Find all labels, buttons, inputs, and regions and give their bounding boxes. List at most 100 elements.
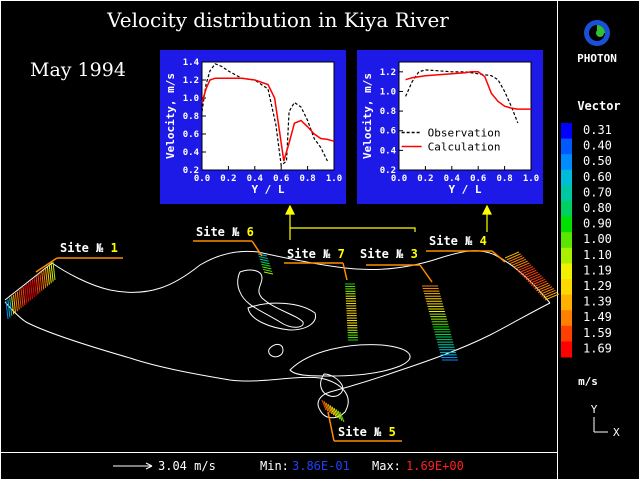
velocity-vector: [52, 261, 56, 281]
site-number: 3: [411, 247, 418, 261]
velocity-vector: [258, 256, 268, 260]
velocity-vector: [520, 267, 535, 275]
velocity-vector: [513, 260, 528, 268]
velocity-vector: [24, 285, 28, 304]
island-4: [289, 344, 411, 377]
x-tick-label: 0.0: [194, 174, 210, 184]
velocity-vector: [337, 410, 343, 421]
velocity-vectors: [5, 251, 560, 423]
legend-label: 0.70: [583, 185, 612, 199]
x-axis-label: Y / L: [251, 183, 284, 196]
x-tick-label: 0.2: [417, 174, 433, 184]
legend-swatch: [561, 279, 572, 296]
velocity-vector: [33, 277, 37, 296]
svg-text:Site № 3: Site № 3: [360, 247, 418, 261]
velocity-vector: [46, 266, 50, 285]
y-tick-label: 0.6: [380, 127, 396, 137]
x-tick-label: 0.4: [444, 174, 461, 184]
legend-swatch: [561, 123, 572, 140]
velocity-vector: [263, 271, 274, 275]
velocity-vector: [41, 271, 45, 290]
site-label-6: Site № 6: [193, 225, 263, 257]
velocity-vector: [35, 275, 39, 295]
y-tick-label: 0.8: [183, 112, 199, 122]
velocity-vector: [50, 263, 54, 282]
velocity-vector: [537, 286, 553, 294]
legend-swatch: [561, 201, 572, 218]
x-axis-label: Y / L: [448, 183, 481, 196]
y-tick-label: 0.2: [380, 166, 396, 176]
legend-swatch: [561, 294, 572, 311]
y-tick-label: 0.8: [380, 107, 396, 117]
legend-entry: Observation: [428, 126, 501, 139]
y-tick-label: 1.0: [380, 87, 396, 97]
velocity-vector: [510, 257, 525, 264]
velocity-vector: [335, 409, 341, 420]
x-tick-label: 1.0: [523, 174, 539, 184]
velocity-vector: [333, 407, 339, 419]
velocity-vector: [31, 279, 35, 298]
velocity-vector: [518, 266, 534, 274]
velocity-vector: [7, 299, 11, 318]
site-name: Site №: [196, 225, 239, 239]
velocity-vector: [37, 274, 41, 293]
y-axis-label: Velocity, m/s: [361, 73, 374, 159]
velocity-vector: [329, 405, 335, 416]
velocity-vector: [29, 280, 33, 299]
axis-y-label: Y: [591, 403, 598, 416]
y-axis-label: Velocity, m/s: [164, 73, 177, 159]
velocity-vector: [506, 253, 521, 261]
island-1: [237, 269, 304, 328]
x-tick-label: 0.6: [470, 174, 486, 184]
island-2: [247, 302, 317, 331]
site-label-1: Site № 1: [35, 241, 123, 273]
site-name: Site №: [60, 241, 103, 255]
legend-swatch: [561, 263, 572, 280]
velocity-vector: [44, 268, 48, 287]
svg-text:Site № 4: Site № 4: [429, 234, 487, 248]
velocity-vector: [522, 269, 537, 277]
date-label: May 1994: [30, 59, 126, 81]
velocity-vector: [39, 272, 43, 291]
velocity-vector: [43, 269, 47, 288]
scale-indicator: 3.04 m/s: [113, 459, 216, 473]
x-tick-label: 0.2: [220, 174, 236, 184]
legend-swatch: [561, 216, 572, 233]
y-tick-label: 1.0: [183, 94, 199, 104]
legend-label: 0.90: [583, 217, 612, 231]
legend-label: 1.00: [583, 232, 612, 246]
river-map: [4, 250, 551, 419]
legend-swatch: [561, 185, 572, 202]
x-tick-label: 0.8: [299, 174, 315, 184]
x-tick-label: 0.4: [247, 174, 264, 184]
legend-label: 1.19: [583, 263, 612, 277]
axes-indicator: Y X: [591, 403, 620, 439]
legend-color-scale: [561, 123, 572, 358]
site-number: 5: [389, 425, 396, 439]
velocity-vector: [11, 296, 15, 315]
photon-logo-icon: [584, 20, 610, 46]
legend-swatch: [561, 341, 572, 358]
axis-x-label: X: [613, 426, 620, 439]
legend-label: 1.29: [583, 279, 612, 293]
plot-area: [398, 61, 532, 171]
velocity-vector: [331, 406, 337, 417]
velocity-vector: [532, 280, 548, 288]
velocity-vector: [525, 273, 541, 281]
site-name: Site №: [287, 247, 330, 261]
legend-label: 0.31: [583, 123, 612, 137]
velocity-vector: [261, 263, 271, 267]
velocity-vector: [530, 278, 546, 286]
min-label: Min:: [260, 459, 289, 473]
velocity-vector: [26, 283, 30, 302]
site-number: 7: [338, 247, 345, 261]
site-number: 1: [111, 241, 118, 255]
page-title: Velocity distribution in Kiya River: [106, 8, 449, 32]
velocity-vector: [527, 275, 542, 283]
velocity-vector: [536, 284, 551, 292]
velocity-vector: [508, 255, 523, 263]
legend-swatch: [561, 247, 572, 264]
legend-label: 0.60: [583, 170, 612, 184]
y-tick-label: 1.2: [183, 76, 199, 86]
